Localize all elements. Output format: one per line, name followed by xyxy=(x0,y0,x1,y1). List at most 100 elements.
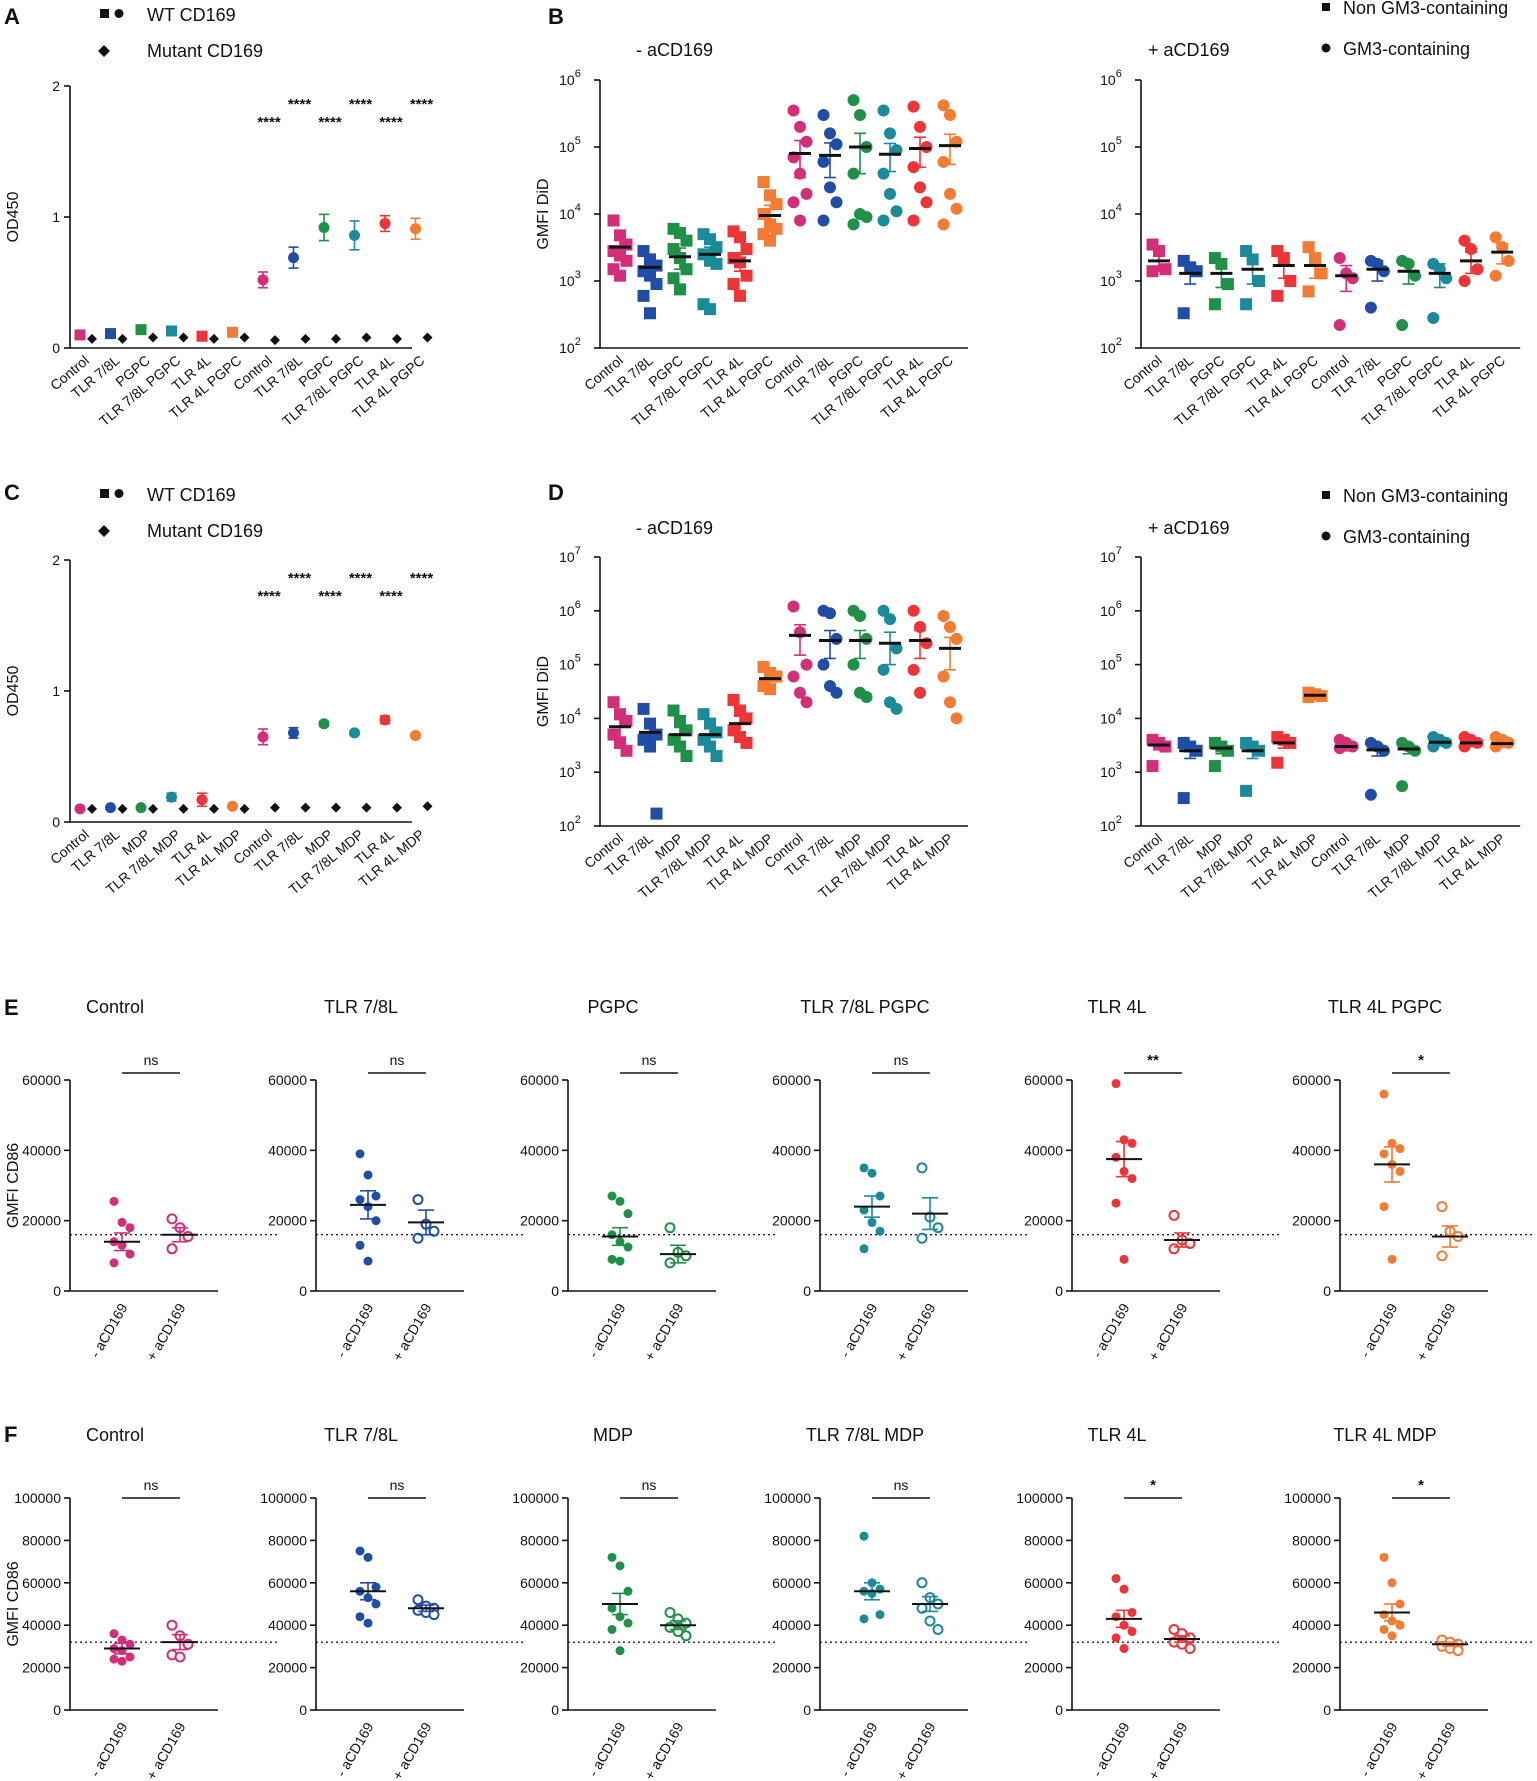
data-point xyxy=(710,750,723,763)
minus-aCD169-point xyxy=(363,1170,373,1180)
data-point xyxy=(907,214,920,227)
data-point xyxy=(650,278,663,291)
legend-mutant-marker xyxy=(98,525,110,537)
wt-point xyxy=(166,791,177,803)
data-point xyxy=(907,604,920,617)
minus-aCD169-point xyxy=(1127,1173,1137,1183)
y-tick-label: 40000 xyxy=(1024,1617,1063,1633)
minus-aCD169-point xyxy=(1119,1584,1129,1594)
data-point xyxy=(800,187,813,200)
y-tick-exponent: 6 xyxy=(575,68,581,80)
data-point xyxy=(704,740,716,753)
minus-aCD169-point xyxy=(1379,1089,1389,1099)
y-tick-label: 60000 xyxy=(772,1072,811,1088)
minus-aCD169-point xyxy=(607,1603,617,1613)
data-point xyxy=(817,109,830,122)
mutant-point xyxy=(239,332,250,343)
legend-mutant-marker xyxy=(98,45,110,57)
minus-aCD169-point xyxy=(1395,1144,1405,1154)
data-point xyxy=(907,100,920,113)
y-tick-exponent: 2 xyxy=(575,336,581,348)
data-point xyxy=(667,704,680,717)
mutant-point xyxy=(148,332,158,343)
data-point xyxy=(1458,234,1471,247)
y-tick-label: 60000 xyxy=(1292,1575,1331,1591)
minus-aCD169-point xyxy=(363,1552,373,1562)
y-tick-exponent: 5 xyxy=(575,135,581,147)
plus-aCD169-point xyxy=(428,1609,440,1621)
significance-label: ns xyxy=(390,1052,405,1068)
significance-stars: **** xyxy=(379,588,403,605)
mutant-point xyxy=(209,803,219,814)
minus-aCD169-point xyxy=(371,1599,381,1609)
data-point xyxy=(950,712,963,725)
y-tick-label: 80000 xyxy=(520,1532,559,1548)
minus-aCD169-point xyxy=(607,1254,617,1264)
y-tick-label: 20000 xyxy=(1292,1213,1331,1229)
data-point xyxy=(944,620,956,633)
y-tick-label: 100000 xyxy=(764,1490,811,1506)
minus-aCD169-point xyxy=(1379,1202,1389,1212)
minus-aCD169-point xyxy=(1395,1620,1405,1630)
plus-aCD169-point xyxy=(182,1638,194,1650)
legend-non-gm3-label: Non GM3-containing xyxy=(1343,0,1508,18)
data-point xyxy=(1364,301,1377,314)
mutant-point xyxy=(331,333,341,344)
data-point xyxy=(1271,756,1284,769)
significance-stars: **** xyxy=(349,96,373,113)
data-point xyxy=(1346,272,1359,285)
y-tick-label: 60000 xyxy=(772,1575,811,1591)
data-point xyxy=(1471,263,1484,276)
data-point xyxy=(944,187,956,200)
plus-aCD169-point xyxy=(166,1243,178,1255)
y-tick-label: 20000 xyxy=(1292,1660,1331,1676)
y-tick-label: 0 xyxy=(803,1283,811,1299)
data-point xyxy=(1208,760,1221,773)
y-tick-label: 80000 xyxy=(268,1532,307,1548)
data-point xyxy=(914,181,926,194)
legend-wt-circle-marker xyxy=(114,489,124,498)
data-point xyxy=(1302,285,1315,298)
data-point xyxy=(890,702,903,715)
y-tick-exponent: 3 xyxy=(1116,269,1122,281)
data-point xyxy=(877,214,890,227)
wt-point xyxy=(135,802,147,814)
plus-aCD169-point xyxy=(916,1162,928,1174)
data-point xyxy=(667,243,680,256)
y-tick-label: 80000 xyxy=(772,1532,811,1548)
data-point xyxy=(680,750,693,763)
y-tick-exponent: 2 xyxy=(1116,814,1122,826)
minus-aCD169-point xyxy=(1119,1254,1129,1264)
data-point xyxy=(1315,267,1328,280)
minus-aCD169-point xyxy=(109,1196,119,1206)
plus-aCD169-point xyxy=(412,1594,424,1606)
legend-gm3-marker xyxy=(1321,43,1331,53)
minus-aCD169-point xyxy=(117,1217,127,1227)
data-point xyxy=(674,283,686,296)
data-point xyxy=(1409,744,1422,757)
legend-mutant-label: Mutant CD169 xyxy=(147,41,263,61)
minus-aCD169-point xyxy=(1395,1166,1405,1176)
minus-aCD169-point xyxy=(1379,1610,1389,1620)
data-point xyxy=(877,104,890,117)
data-point xyxy=(914,686,926,699)
panel-label-e: E xyxy=(4,995,19,1020)
data-point xyxy=(937,218,950,231)
y-tick-label: 80000 xyxy=(22,1532,61,1548)
y-tick-label: 40000 xyxy=(520,1617,559,1633)
minus-aCD169-point xyxy=(623,1586,633,1596)
y-tick-exponent: 3 xyxy=(575,269,581,281)
wt-point xyxy=(318,221,330,233)
wt-point xyxy=(379,218,391,230)
y-tick-label: 60000 xyxy=(22,1072,61,1088)
data-point xyxy=(1377,265,1390,278)
data-point xyxy=(890,205,903,218)
data-point xyxy=(674,740,686,753)
wt-point xyxy=(74,803,86,815)
significance-label: ns xyxy=(390,1477,405,1493)
mutant-point xyxy=(87,333,97,344)
data-point xyxy=(637,702,650,715)
y-tick-label: 60000 xyxy=(1024,1072,1063,1088)
y-tick-label: 0 xyxy=(551,1283,559,1299)
y-tick-label: 20000 xyxy=(22,1213,61,1229)
